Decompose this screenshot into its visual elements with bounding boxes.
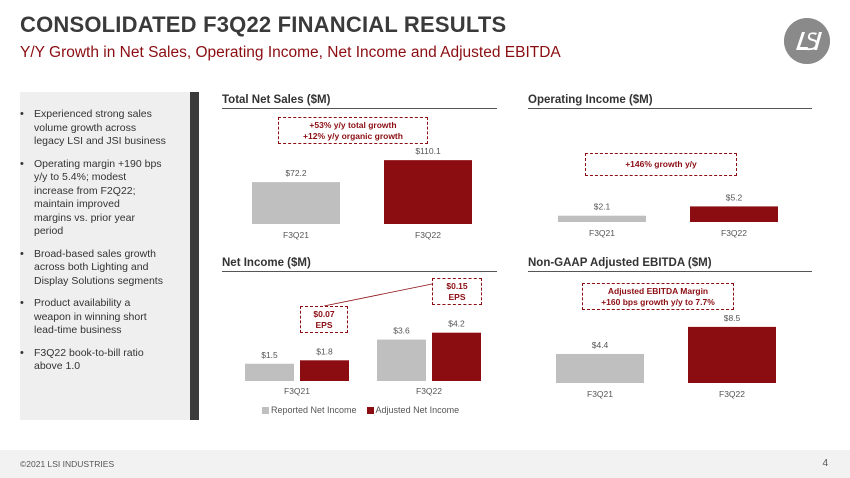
- category-label: F3Q21: [284, 386, 310, 396]
- bullet-item: Experienced strong sales volume growth a…: [20, 108, 188, 149]
- operating-income-rule: [528, 108, 812, 109]
- bar-f3q22-reported: [377, 339, 426, 381]
- net-sales-rule: [222, 108, 497, 109]
- bar-f3q21: [252, 182, 340, 224]
- legend-swatch-reported: [262, 406, 269, 414]
- category-label: F3Q21: [283, 230, 309, 240]
- net-sales-callout: +53% y/y total growth +12% y/y organic g…: [278, 117, 428, 144]
- page-title: CONSOLIDATED F3Q22 FINANCIAL RESULTS: [20, 12, 507, 37]
- category-label: F3Q22: [721, 228, 747, 238]
- net-income-chart: $1.5 $1.8 F3Q21 $3.6 $4.2 F3Q22: [245, 283, 481, 396]
- data-label: $4.4: [592, 340, 609, 350]
- net-income-legend: Reported Net Income Adjusted Net Income: [262, 405, 459, 415]
- net-income-title: Net Income ($M): [222, 257, 311, 269]
- footer-copyright: ©2021 LSI INDUSTRIES: [20, 459, 115, 469]
- category-label: F3Q21: [587, 389, 613, 399]
- lsi-logo-icon: [784, 18, 830, 64]
- data-label: $5.2: [726, 192, 743, 202]
- legend-swatch-adjusted: [366, 406, 374, 414]
- data-label: $4.2: [448, 319, 465, 329]
- net-sales-title: Total Net Sales ($M): [222, 94, 331, 106]
- ebitda-callout: Adjusted EBITDA Margin +160 bps growth y…: [582, 283, 734, 310]
- data-label: $8.5: [724, 313, 741, 323]
- category-label: F3Q22: [719, 389, 745, 399]
- data-label: $110.1: [415, 146, 441, 156]
- data-label: $2.1: [594, 202, 611, 212]
- bullet-item: F3Q22 book-to-bill ratio above 1.0: [20, 347, 188, 374]
- bar-f3q22: [384, 160, 472, 224]
- bullet-item: Broad-based sales growth across both Lig…: [20, 248, 188, 289]
- bar-f3q21-reported: [245, 363, 294, 381]
- ebitda-title: Non-GAAP Adjusted EBITDA ($M): [528, 257, 712, 269]
- bar-f3q22: [688, 326, 776, 383]
- ebitda-rule: [528, 271, 812, 272]
- legend-item-adjusted: Adjusted Net Income: [366, 405, 459, 415]
- data-label: $1.8: [316, 346, 333, 356]
- page-subtitle: Y/Y Growth in Net Sales, Operating Incom…: [20, 44, 561, 61]
- bullet-item: Operating margin +190 bps y/y to 5.4%; m…: [20, 158, 188, 239]
- bar-f3q22: [690, 206, 778, 222]
- net-income-rule: [222, 271, 497, 272]
- data-label: $3.6: [393, 326, 410, 336]
- operating-income-callout: +146% growth y/y: [585, 153, 737, 176]
- operating-income-title: Operating Income ($M): [528, 94, 653, 106]
- bar-f3q21: [556, 353, 644, 383]
- data-label: $72.2: [285, 168, 307, 178]
- sidebar-accent-bar: [190, 92, 199, 420]
- bar-f3q21: [558, 215, 646, 222]
- category-label: F3Q21: [589, 228, 615, 238]
- category-label: F3Q22: [415, 230, 441, 240]
- footer-bar: [0, 450, 850, 478]
- ebitda-chart: $4.4 F3Q21 $8.5 F3Q22: [556, 313, 776, 399]
- bar-f3q21-adjusted: [300, 360, 349, 381]
- page-number: 4: [822, 458, 828, 469]
- eps-callout-f3q21: $0.07 EPS: [300, 306, 348, 333]
- bar-f3q22-adjusted: [432, 332, 481, 381]
- category-label: F3Q22: [416, 386, 442, 396]
- bullet-list: Experienced strong sales volume growth a…: [20, 108, 188, 383]
- operating-income-chart: $2.1 F3Q21 $5.2 F3Q22: [558, 192, 778, 238]
- data-label: $1.5: [261, 350, 278, 360]
- net-sales-chart: $72.2 F3Q21 $110.1 F3Q22: [252, 146, 472, 240]
- bullet-item: Product availability a weapon in winning…: [20, 297, 188, 338]
- eps-connector-line: [323, 283, 433, 307]
- eps-callout-f3q22: $0.15 EPS: [432, 278, 482, 305]
- legend-item-reported: Reported Net Income: [262, 405, 357, 415]
